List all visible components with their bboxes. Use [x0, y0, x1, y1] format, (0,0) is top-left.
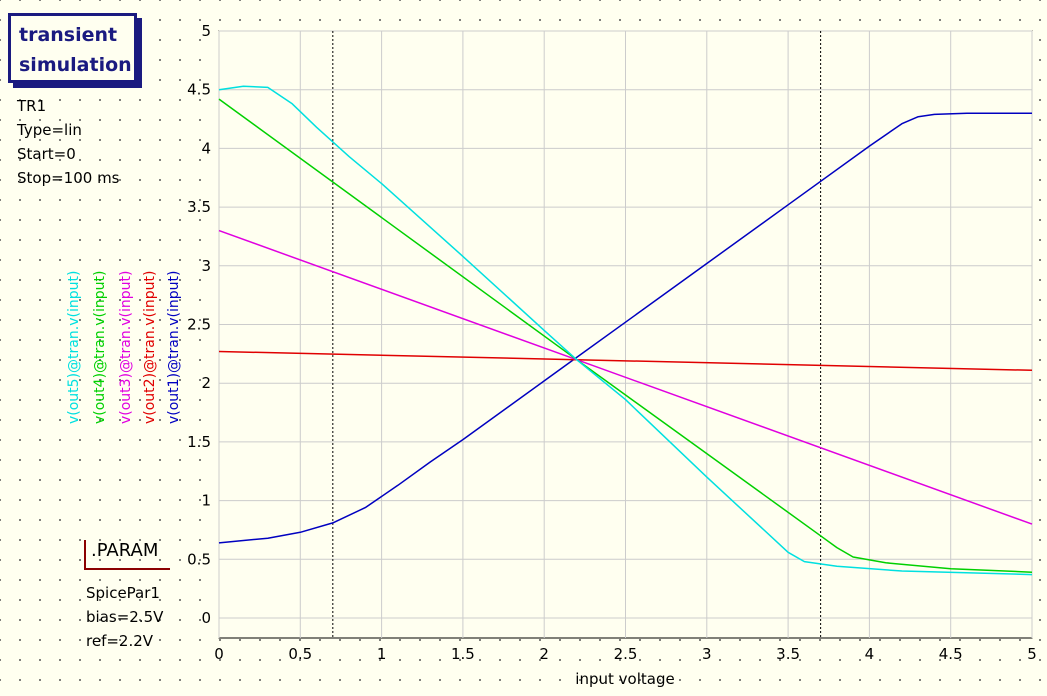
param-properties: SpicePar1 bias=2.5V ref=2.2V: [86, 581, 163, 653]
param-block[interactable]: .PARAM: [84, 540, 170, 570]
x-axis-label: input voltage: [575, 670, 674, 688]
y-tick-label: 1.5: [187, 433, 211, 451]
grid-lines: [218, 30, 1033, 638]
y-tick-label: 1: [201, 492, 211, 510]
x-tick-label: 4: [865, 645, 875, 663]
param-prop-ref: ref=2.2V: [86, 632, 154, 650]
y-tick-label: 0.5: [187, 550, 211, 568]
legend-entry-2: v(out2)@tran.v(input): [142, 271, 158, 424]
legend-entry-4: v(out4)@tran.v(input): [92, 271, 108, 424]
series-lines: [218, 85, 1033, 576]
marker-lines: [332, 31, 822, 638]
x-tick-label: 1: [377, 645, 387, 663]
y-tick-label: 4.5: [187, 81, 211, 99]
param-title: .PARAM: [91, 540, 159, 561]
simulation-properties: TR1 Type=lin Start=0 Stop=100 ms: [17, 94, 120, 190]
y-tick-label: 5: [201, 22, 211, 40]
y-tick-labels: 0 0.5 1 1.5 2 2.5 3 3.5 4 4.5 5: [187, 22, 211, 627]
simulation-title: transient simulation: [19, 24, 132, 76]
y-tick-label: 0: [201, 609, 211, 627]
series-line-5: [218, 85, 1033, 576]
legend-entry-3: v(out3)@tran.v(input): [118, 271, 134, 424]
legend-entry-5: v(out5)@tran.v(input): [66, 271, 82, 424]
sim-prop-name: TR1: [17, 97, 47, 115]
y-tick-label: 2.5: [187, 316, 211, 334]
x-tick-label: 3: [702, 645, 712, 663]
x-tick-label: 4.5: [939, 645, 963, 663]
x-tick-label: 0.5: [288, 645, 312, 663]
param-prop-name: SpicePar1: [86, 584, 160, 602]
y-tick-label: 3: [201, 257, 211, 275]
x-tick-label: 5: [1027, 645, 1037, 663]
x-tick-label: 0: [214, 645, 224, 663]
x-tick-labels: 0 0.5 1 1.5 2 2.5 3 3.5 4 4.5 5: [214, 645, 1037, 663]
series-line-4: [218, 98, 1033, 573]
param-prop-bias: bias=2.5V: [86, 608, 164, 626]
y-tick-label: 3.5: [187, 198, 211, 216]
legend: v(out5)@tran.v(input) v(out4)@tran.v(inpu…: [66, 271, 182, 424]
x-tick-label: 3.5: [776, 645, 800, 663]
y-tick-label: 4: [201, 139, 211, 157]
sim-prop-start: Start=0: [17, 145, 76, 163]
y-tick-label: 2: [201, 374, 211, 392]
sim-prop-type: Type=lin: [17, 121, 82, 139]
x-tick-label: 1.5: [451, 645, 475, 663]
legend-entry-1: v(out1)@tran.v(input): [166, 271, 182, 424]
series-line-1: [218, 112, 1032, 544]
simulation-block[interactable]: transient simulation: [8, 13, 137, 83]
x-tick-label: 2.5: [614, 645, 638, 663]
x-tick-label: 2: [539, 645, 549, 663]
sim-prop-stop: Stop=100 ms: [17, 169, 120, 187]
